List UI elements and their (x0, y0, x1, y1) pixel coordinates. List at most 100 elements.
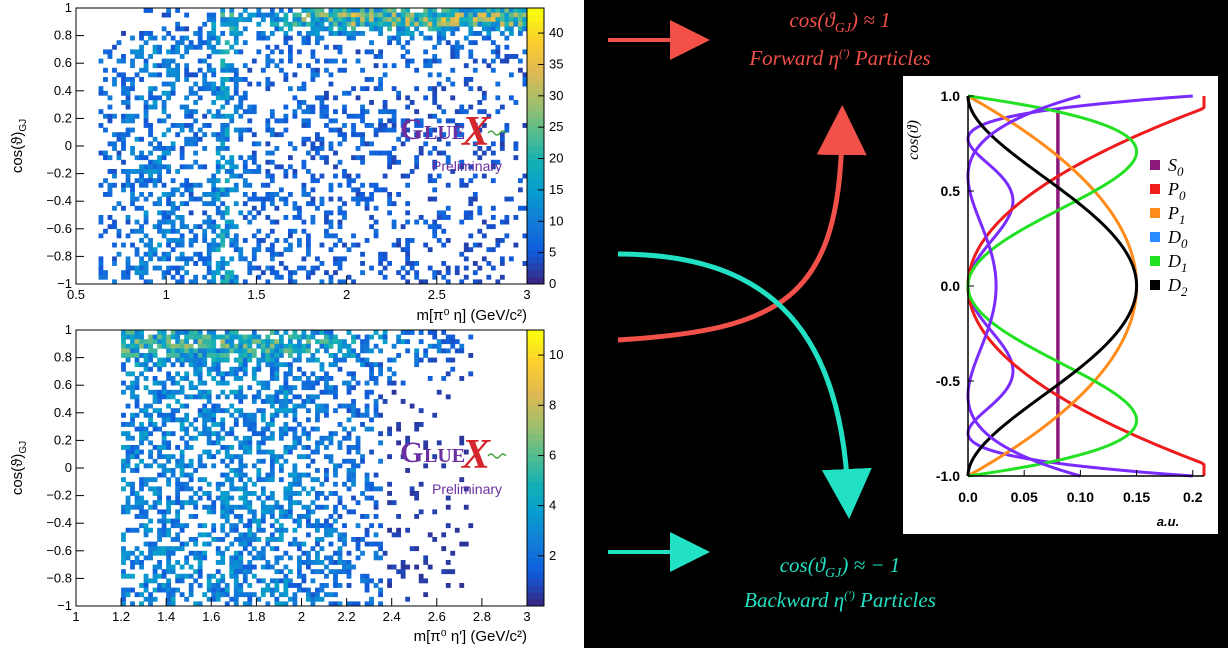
heatmap-cell (287, 389, 293, 395)
heatmap-cell (333, 578, 338, 584)
heatmap-cell (328, 353, 334, 358)
heatmap-cell (391, 564, 397, 570)
heatmap-cell (188, 385, 194, 391)
heatmap-cell (296, 481, 302, 487)
heatmap-cell (468, 210, 474, 216)
heatmap-cell (229, 523, 235, 529)
heatmap-cell (324, 58, 329, 64)
heatmap-cell (220, 233, 226, 239)
heatmap-cell (247, 196, 253, 202)
heatmap-cell (170, 205, 176, 211)
heatmap-cell (409, 100, 415, 105)
heatmap-cell (315, 256, 320, 262)
heatmap-cell (184, 412, 190, 418)
heatmap-cell (166, 343, 172, 349)
heatmap-cell (233, 578, 239, 584)
heatmap-cell (170, 546, 176, 552)
heatmap-cell (134, 426, 140, 432)
heatmap-cell (486, 146, 492, 151)
heatmap-cell (391, 146, 397, 151)
heatmap-cell (175, 477, 181, 483)
heatmap-cell (125, 495, 131, 501)
heatmap-cell (278, 348, 284, 354)
heatmap-cell (319, 330, 325, 335)
heatmap-cell (391, 17, 397, 23)
heatmap-cell (130, 265, 135, 271)
heatmap-cell (170, 90, 176, 96)
heatmap-cell (130, 422, 135, 427)
heatmap-cell (238, 468, 244, 473)
heatmap-cell (229, 454, 235, 460)
heatmap-cell (161, 422, 167, 427)
heatmap-cell (256, 228, 262, 234)
heatmap-cell (143, 219, 149, 225)
heatmap-cell (260, 408, 266, 414)
heatmap-cell (463, 109, 469, 115)
heatmap-cell (134, 247, 140, 253)
heatmap-cell (229, 412, 235, 418)
heatmap-cell (121, 270, 126, 276)
heatmap-cell (206, 495, 212, 501)
heatmap-cell (211, 357, 217, 363)
heatmap-cell (373, 132, 379, 138)
heatmap-cell (296, 523, 302, 529)
heatmap-cell (166, 95, 172, 101)
heatmap-cell (166, 601, 172, 606)
heatmap-cell (220, 578, 226, 584)
heatmap-cell (396, 136, 402, 142)
heatmap-cell (188, 477, 194, 483)
heatmap-cell (414, 274, 420, 280)
heatmap-cell (157, 343, 162, 349)
heatmap-cell (369, 8, 374, 13)
heatmap-cell (274, 339, 280, 345)
heatmap-cell (247, 339, 253, 345)
heatmap-cell (215, 86, 221, 92)
heatmap-cell (134, 339, 140, 345)
heatmap-cell (157, 500, 162, 506)
heatmap-cell (179, 150, 185, 156)
heatmap-cell (265, 601, 271, 606)
heatmap-cell (152, 573, 158, 579)
colorbar-segment (527, 228, 544, 237)
heatmap-cell (499, 12, 505, 18)
heatmap-cell (170, 238, 176, 243)
heatmap-cell (463, 12, 469, 18)
heatmap-cell (346, 403, 352, 409)
heatmap-cell (306, 394, 311, 400)
heatmap-cell (229, 403, 235, 409)
heatmap-cell (405, 256, 411, 262)
heatmap-cell (188, 458, 194, 464)
heatmap-cell (459, 348, 465, 354)
heatmap-cell (306, 472, 311, 478)
heatmap-cell (121, 182, 126, 188)
heatmap-cell (441, 150, 447, 156)
heatmap-cell (233, 514, 239, 519)
heatmap-cell (139, 205, 144, 211)
heatmap-cell (184, 164, 190, 170)
heatmap-cell (175, 242, 181, 248)
heatmap-cell (170, 408, 176, 414)
heatmap-cell (477, 205, 483, 211)
heatmap-cell (382, 187, 388, 193)
heatmap-cell (193, 468, 199, 473)
heatmap-cell (499, 219, 505, 225)
heatmap-cell (283, 371, 289, 377)
heatmap-cell (306, 592, 311, 598)
heatmap-cell (175, 509, 181, 515)
heatmap-cell (152, 100, 158, 105)
heatmap-cell (306, 385, 311, 391)
heatmap-cell (215, 560, 221, 565)
heatmap-cell (242, 495, 248, 501)
heatmap-cell (224, 40, 230, 46)
heatmap-cell (333, 95, 338, 101)
heatmap-cell (256, 242, 262, 248)
heatmap-cell (378, 394, 383, 400)
heatmap-cell (224, 95, 230, 101)
heatmap-cell (301, 431, 307, 437)
heatmap-cell (328, 491, 334, 496)
heatmap-cell (166, 578, 172, 584)
heatmap-cell (265, 509, 271, 515)
heatmap-cell (139, 330, 144, 335)
heatmap-cell (360, 31, 365, 36)
heatmap-cell (130, 81, 135, 87)
